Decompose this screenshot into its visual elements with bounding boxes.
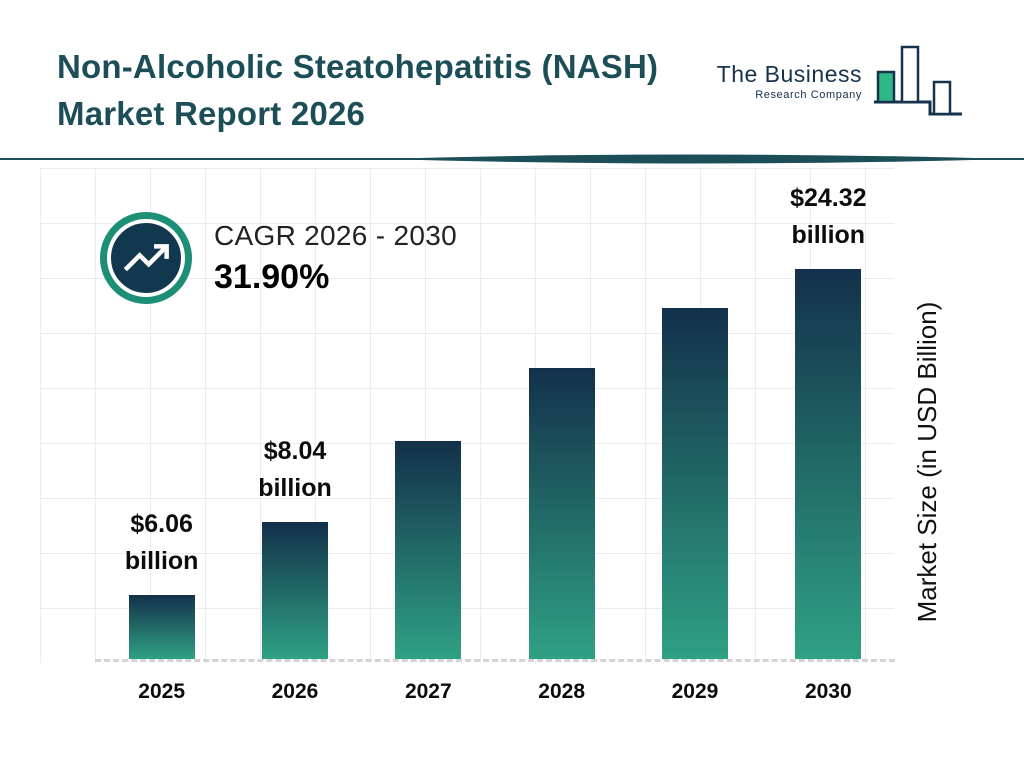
- bar-value-label: $24.32 billion: [790, 184, 867, 249]
- bar-column: $24.32 billion: [762, 184, 895, 659]
- bar: [128, 595, 195, 659]
- bar: [395, 441, 462, 659]
- bar-chart-plot-area: $6.06 billion $8.04 billion $24.32 billion: [95, 184, 895, 662]
- x-axis-tick-label: 2027: [404, 680, 452, 703]
- bar: [661, 308, 728, 659]
- x-axis-tick-labels: 2025 2026 2027 2028 2029 2030: [95, 680, 895, 704]
- company-logo-text: The Business Research Company: [717, 61, 862, 101]
- x-axis-tick-label: 2030: [804, 680, 852, 703]
- trend-arrow-icon: [107, 219, 185, 297]
- bar: [261, 522, 328, 659]
- cagr-callout: CAGR 2026 - 2030 31.90%: [100, 212, 457, 304]
- bar-column: $6.06 billion: [95, 270, 228, 659]
- page-title-line2: Market Report 2026: [57, 94, 366, 132]
- page-title: Non-Alcoholic Steatohepatitis (NASH) Mar…: [57, 44, 717, 138]
- bar: [795, 269, 862, 659]
- bar-column: $8.04 billion: [228, 270, 361, 659]
- company-name: The Business: [716, 61, 862, 87]
- x-axis-tick-label: 2029: [671, 680, 719, 703]
- x-axis-tick-label: 2026: [271, 680, 319, 703]
- bar-column: [362, 270, 495, 659]
- bar-chart-logo-icon: [874, 45, 962, 116]
- x-axis-tick-label: 2028: [538, 680, 585, 703]
- bar-value-label: $6.06 billion: [124, 510, 199, 575]
- bar: [528, 368, 595, 659]
- divider-line: [0, 154, 1024, 164]
- bar-column: [628, 270, 761, 659]
- page-title-line1: Non-Alcoholic Steatohepatitis (NASH): [57, 48, 659, 85]
- cagr-label: CAGR 2026 - 2030: [214, 219, 457, 251]
- bar-value-label: $8.04 billion: [258, 437, 332, 502]
- x-axis-tick-label: 2025: [138, 680, 186, 703]
- cagr-text-block: CAGR 2026 - 2030 31.90%: [214, 220, 457, 297]
- cagr-value: 31.90%: [214, 257, 330, 296]
- y-axis-title: Market Size (in USD Billion): [912, 301, 942, 623]
- bar-column: [495, 270, 628, 659]
- company-subtitle: Research Company: [755, 89, 862, 101]
- company-logo: The Business Research Company: [717, 42, 964, 120]
